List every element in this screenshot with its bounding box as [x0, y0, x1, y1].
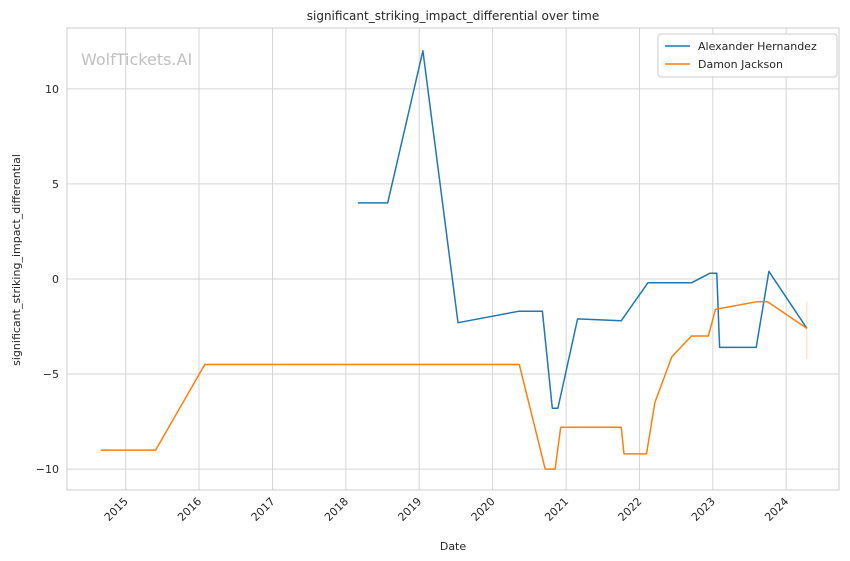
x-tick-label: 2016: [175, 495, 204, 524]
watermark-text: WolfTickets.AI: [81, 50, 192, 69]
plot-frame: [66, 27, 840, 491]
x-tick-label: 2023: [689, 495, 718, 524]
x-tick-label: 2019: [395, 495, 424, 524]
x-tick-label: 2018: [322, 495, 351, 524]
x-tick-label: 2017: [249, 495, 278, 524]
x-tick-label: 2022: [616, 495, 645, 524]
chart-title: significant_striking_impact_differential…: [307, 9, 599, 23]
y-tick-label: 5: [52, 178, 59, 191]
x-tick-label: 2015: [102, 495, 131, 524]
x-tick-labels: 2015 2016 2017 2018 2019 2020 2021 2022 2023 2024: [102, 495, 791, 524]
y-tick-label: −10: [36, 463, 59, 476]
y-tick-label: −5: [43, 368, 59, 381]
y-axis-label: significant_striking_impact_differential: [10, 154, 23, 366]
y-tick-label: 0: [52, 273, 59, 286]
legend-label-damon-jackson: Damon Jackson: [698, 58, 783, 71]
grid: [67, 28, 839, 490]
x-tick-label: 2020: [469, 495, 498, 524]
x-tick-label: 2021: [542, 495, 571, 524]
legend-label-alexander-hernandez: Alexander Hernandez: [698, 40, 817, 53]
legend: Alexander Hernandez Damon Jackson: [657, 33, 838, 78]
series-line-damon-jackson: [100, 301, 808, 470]
legend-box: [657, 33, 838, 78]
x-tick-label: 2024: [762, 495, 791, 524]
series-layer: [100, 50, 808, 470]
y-tick-labels: −10 −5 0 5 10: [36, 83, 59, 476]
x-axis-label: Date: [440, 540, 467, 553]
y-tick-label: 10: [45, 83, 59, 96]
series-line-alexander-hernandez: [357, 50, 808, 409]
